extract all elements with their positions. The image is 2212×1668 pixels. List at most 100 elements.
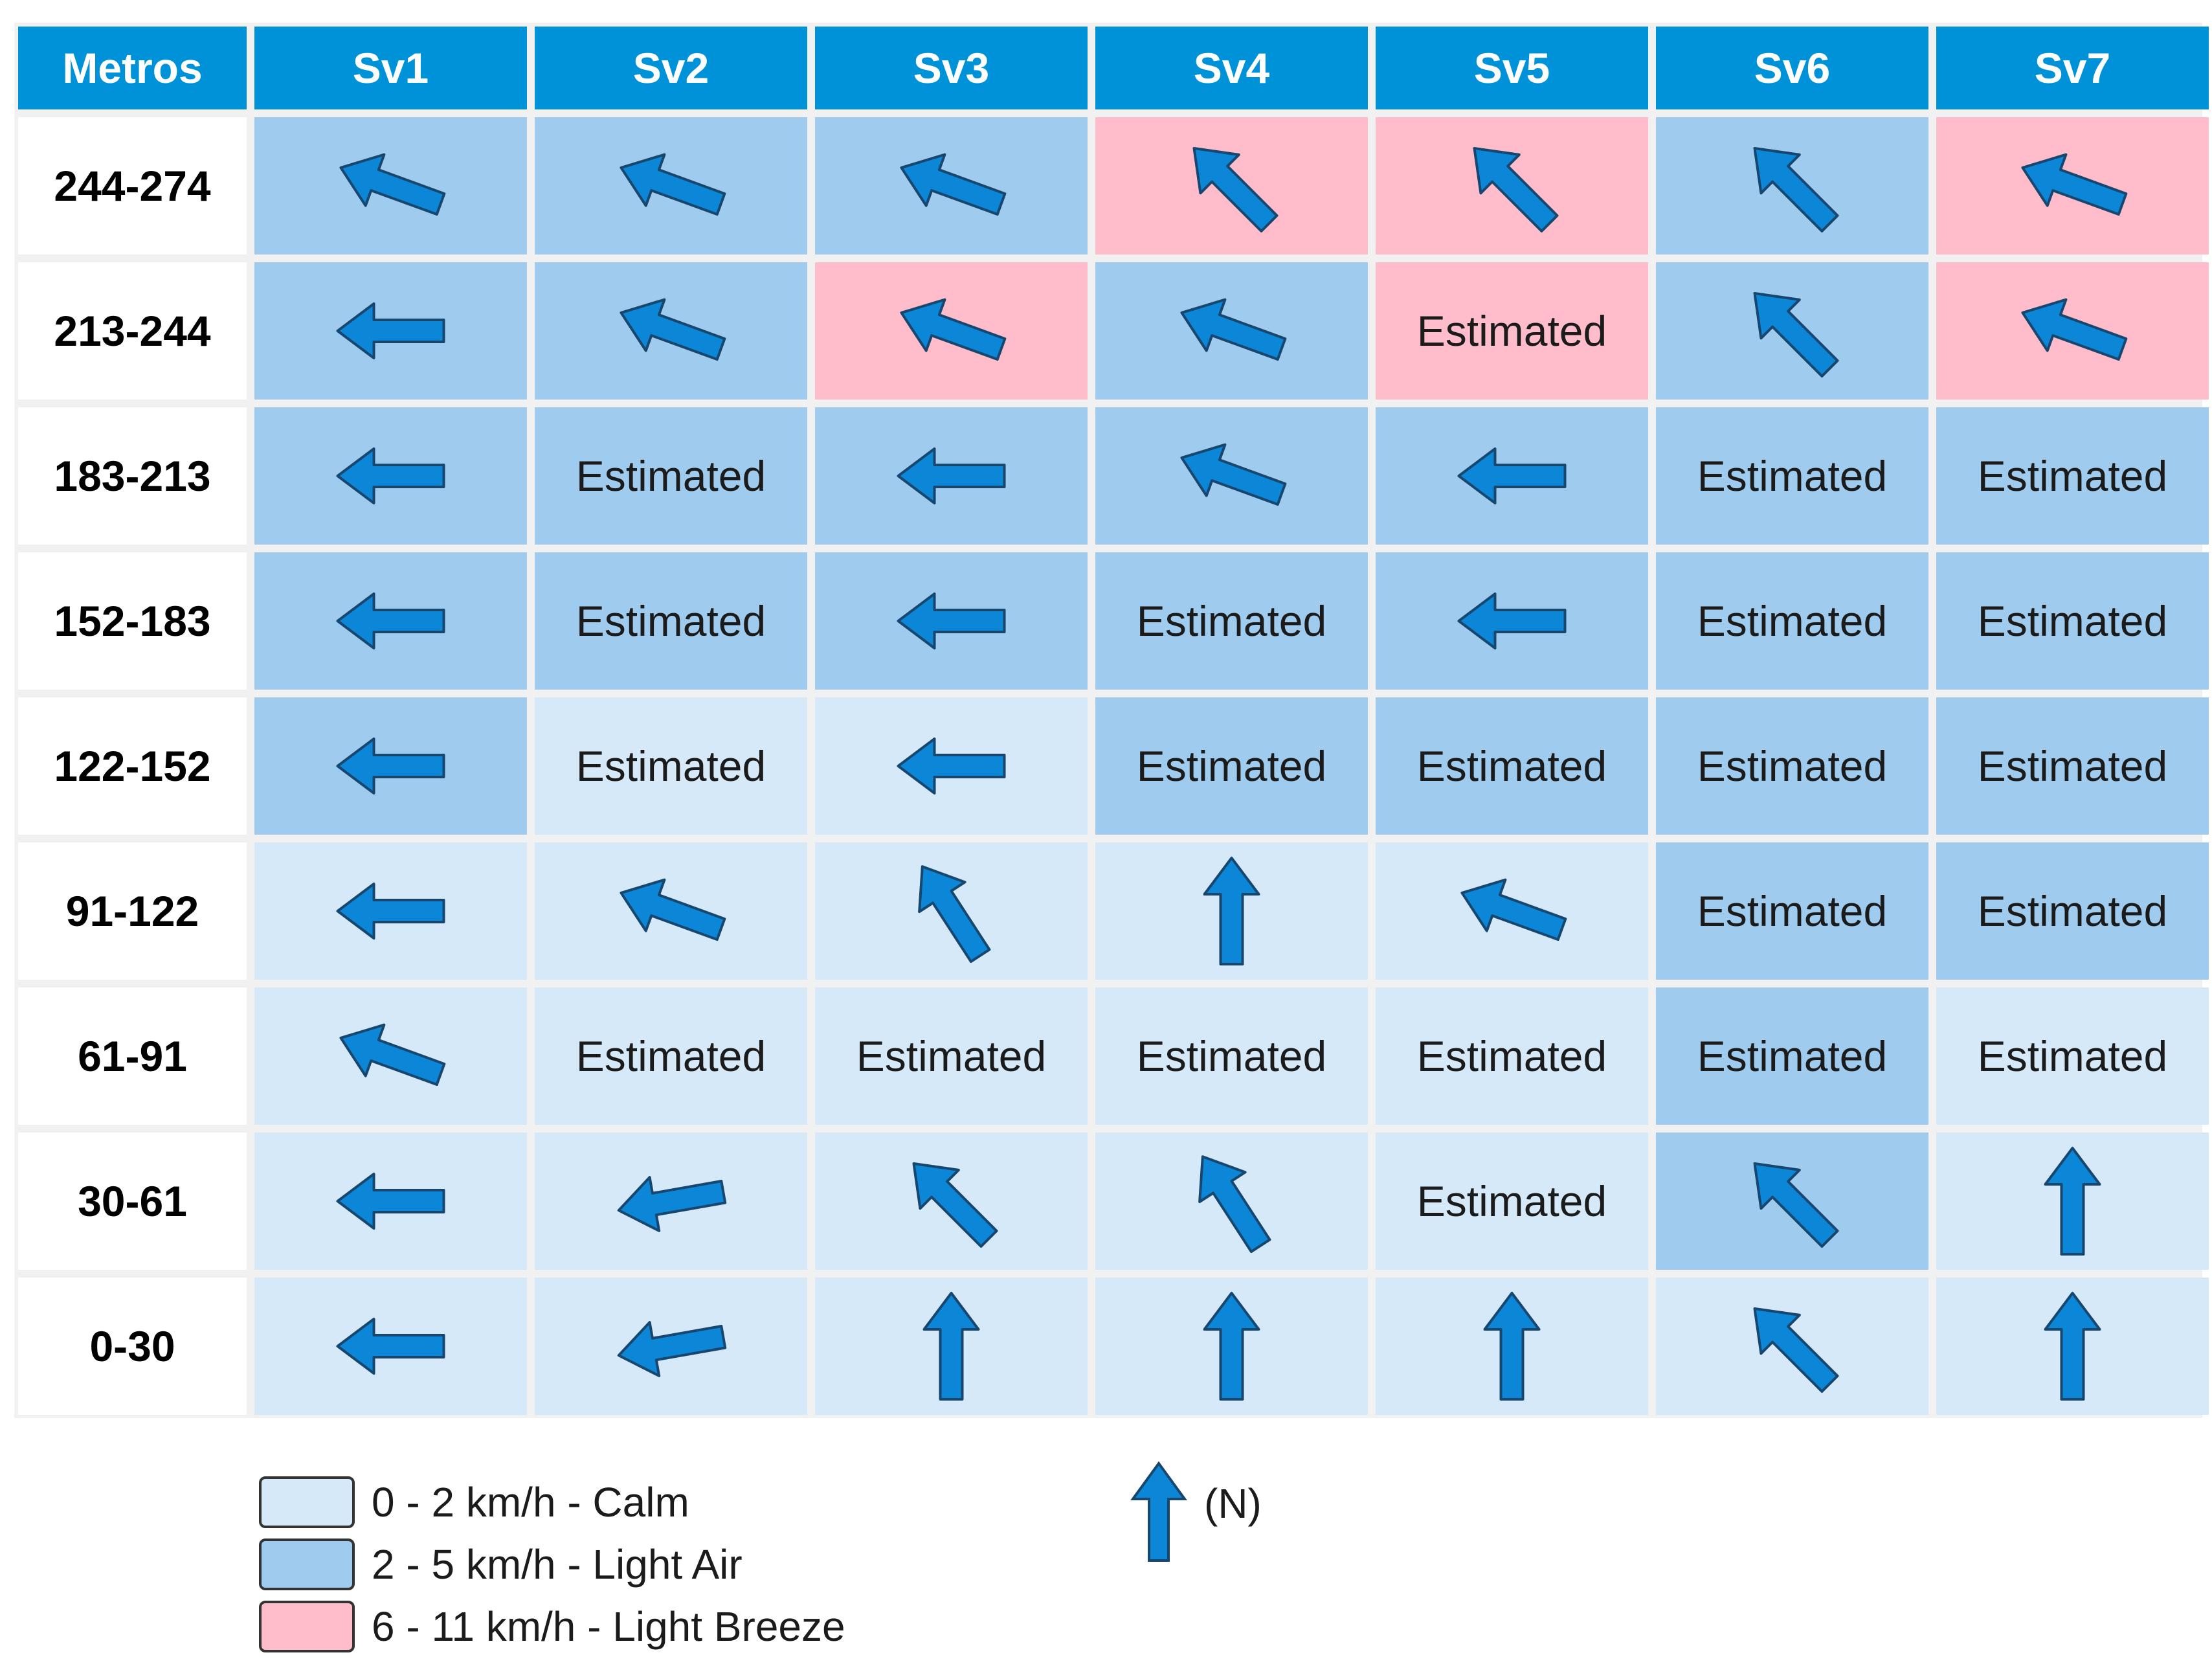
table-cell: [535, 1133, 807, 1270]
estimated-label: Estimated: [1416, 1032, 1607, 1080]
table-cell: Estimated: [1095, 987, 1368, 1125]
wind-arrow-icon: [897, 447, 1006, 504]
wind-arrow-icon: [336, 1318, 445, 1375]
estimated-label: Estimated: [1697, 742, 1888, 790]
table-cell: Estimated: [815, 987, 1088, 1125]
estimated-label: Estimated: [1977, 597, 2168, 645]
table-cell: [1376, 407, 1648, 545]
estimated-label: Estimated: [1977, 1032, 2168, 1080]
table-cell: Estimated: [535, 697, 807, 835]
wind-arrow-icon: [1198, 1155, 1271, 1254]
header-sv6: Sv6: [1656, 27, 1928, 109]
table-cell: [1656, 117, 1928, 254]
legend-swatch: [259, 1538, 355, 1590]
header-sv4: Sv4: [1095, 27, 1368, 109]
table-cell: [254, 842, 527, 980]
table-cell: [1936, 117, 2209, 254]
table-cell: Estimated: [1936, 552, 2209, 690]
table-cell: [1376, 1278, 1648, 1415]
legend-item: 2 - 5 km/h - Light Air: [259, 1538, 743, 1590]
table-cell: [815, 697, 1088, 835]
wind-arrow-icon: [339, 1023, 446, 1087]
legend-item: 0 - 2 km/h - Calm: [259, 1476, 689, 1528]
table-cell: [1095, 1278, 1368, 1415]
table-cell: Estimated: [1936, 842, 2209, 980]
wind-arrow-icon: [897, 738, 1006, 795]
table-cell: [815, 1133, 1088, 1270]
legend-item: 6 - 11 km/h - Light Breeze: [259, 1601, 845, 1652]
wind-arrow-icon: [1457, 447, 1567, 504]
estimated-label: Estimated: [1697, 452, 1888, 500]
header-sv7: Sv7: [1936, 27, 2209, 109]
wind-arrow-icon: [2021, 153, 2128, 216]
row-label: 213-244: [18, 262, 247, 400]
wind-arrow-icon: [900, 298, 1007, 361]
estimated-label: Estimated: [575, 1032, 766, 1080]
table-cell: [815, 842, 1088, 980]
wind-arrow-icon: [336, 592, 445, 649]
estimated-label: Estimated: [575, 452, 766, 500]
wind-arrow-icon: [2021, 298, 2128, 361]
wind-arrow-icon: [1753, 1307, 1839, 1393]
table-cell: [815, 407, 1088, 545]
estimated-label: Estimated: [856, 1032, 1047, 1080]
wind-arrow-icon: [617, 1176, 727, 1232]
estimated-label: Estimated: [1136, 742, 1327, 790]
row-label: 122-152: [18, 697, 247, 835]
table-cell: [1095, 842, 1368, 980]
row-label: 0-30: [18, 1278, 247, 1415]
table-cell: [535, 842, 807, 980]
legend-label: 0 - 2 km/h - Calm: [372, 1479, 689, 1526]
table-cell: Estimated: [535, 407, 807, 545]
table-cell: [815, 552, 1088, 690]
table-cell: [815, 1278, 1088, 1415]
table-cell: Estimated: [1656, 987, 1928, 1125]
legend-label: 2 - 5 km/h - Light Air: [372, 1541, 743, 1588]
estimated-label: Estimated: [1697, 597, 1888, 645]
header-sv2: Sv2: [535, 27, 807, 109]
row-label: 61-91: [18, 987, 247, 1125]
table-cell: [535, 262, 807, 400]
table-cell: [1095, 117, 1368, 254]
wind-arrow-icon: [1473, 147, 1559, 233]
header-sv5: Sv5: [1376, 27, 1648, 109]
table-cell: [1095, 262, 1368, 400]
row-label: 91-122: [18, 842, 247, 980]
wind-arrow-icon: [897, 592, 1006, 649]
estimated-label: Estimated: [1697, 887, 1888, 935]
wind-arrow-icon: [617, 1321, 727, 1377]
table-cell: [1936, 262, 2209, 400]
wind-arrow-icon: [620, 298, 726, 361]
table-cell: [1656, 1133, 1928, 1270]
table-cell: Estimated: [1376, 987, 1648, 1125]
row-label: 183-213: [18, 407, 247, 545]
table-cell: [1095, 407, 1368, 545]
wind-arrow-icon: [336, 302, 445, 359]
table-cell: Estimated: [535, 552, 807, 690]
estimated-label: Estimated: [1416, 742, 1607, 790]
estimated-label: Estimated: [1977, 742, 2168, 790]
table-cell: Estimated: [535, 987, 807, 1125]
header-sv1: Sv1: [254, 27, 527, 109]
table-cell: [254, 987, 527, 1125]
table-cell: [1376, 117, 1648, 254]
table-cell: Estimated: [1936, 407, 2209, 545]
wind-arrow-icon: [1460, 878, 1567, 941]
table-cell: [1656, 1278, 1928, 1415]
table-cell: Estimated: [1376, 262, 1648, 400]
wind-arrow-icon: [620, 153, 726, 216]
estimated-label: Estimated: [575, 742, 766, 790]
wind-arrow-icon: [1192, 147, 1279, 233]
wind-arrow-icon: [1203, 857, 1260, 965]
wind-arrow-icon: [336, 447, 445, 504]
table-cell: [254, 697, 527, 835]
header-sv3: Sv3: [815, 27, 1088, 109]
table-cell: Estimated: [1376, 697, 1648, 835]
wind-arrow-icon: [1753, 1162, 1839, 1248]
wind-arrow-icon: [336, 1173, 445, 1230]
estimated-label: Estimated: [575, 597, 766, 645]
table-cell: [254, 1278, 527, 1415]
table-cell: [535, 1278, 807, 1415]
header-metros: Metros: [18, 27, 247, 109]
wind-arrow-icon: [339, 153, 446, 216]
